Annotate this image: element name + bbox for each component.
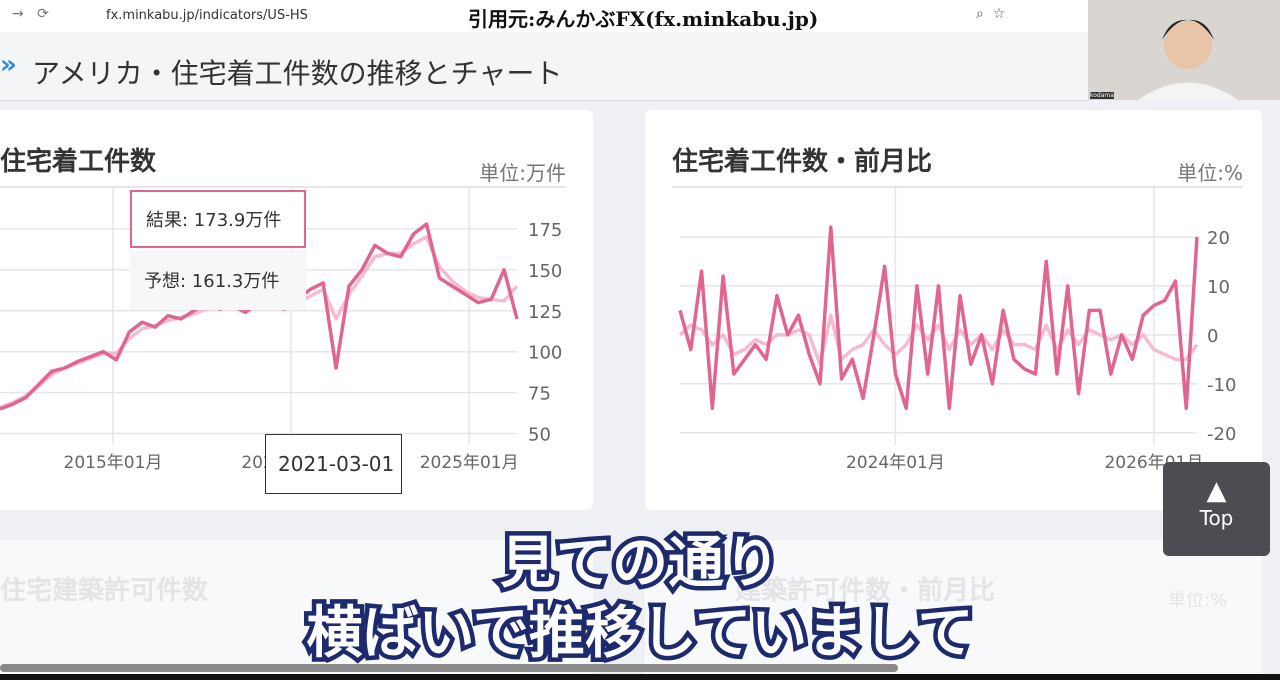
heading: アメリカ・住宅着工件数の推移とチャート	[32, 57, 563, 90]
y-tick-label: 175	[528, 220, 562, 241]
heading-icon: »	[0, 50, 17, 80]
tooltip-forecast: 予想: 161.3万件	[130, 250, 306, 310]
x-tick-label: 2015年01月	[64, 453, 163, 473]
faded-card	[645, 540, 1262, 680]
y-tick-label: -20	[1207, 424, 1236, 445]
series-line	[678, 225, 1199, 411]
tooltip-date: 2021-03-01	[265, 434, 402, 494]
x-tick-label: 2024年01月	[846, 453, 945, 473]
bottom-strip	[0, 674, 1280, 680]
webcam-person	[1138, 19, 1238, 100]
subtitle: 横ばいで推移していまして	[302, 597, 978, 671]
nav-icons: → ⟳	[12, 6, 49, 22]
unit-label: 単位:%	[1177, 161, 1243, 185]
url[interactable]: fx.minkabu.jp/indicators/US-HS	[106, 8, 308, 23]
y-tick-label: 125	[528, 302, 562, 323]
scrollbar[interactable]	[0, 664, 898, 672]
browser-bar: → ⟳ fx.minkabu.jp/indicators/US-HS 引用元:み…	[0, 0, 1088, 32]
heading-area: » アメリカ・住宅着工件数の推移とチャート	[0, 32, 1088, 101]
y-tick-label: -10	[1207, 375, 1236, 396]
faded-card	[0, 540, 593, 680]
faded-unit: 単位:%	[1168, 590, 1228, 611]
y-tick-label: 10	[1207, 277, 1230, 298]
y-tick-label: 75	[528, 384, 551, 405]
source-note: 引用元:みんかぶFX(fx.minkabu.jp)	[468, 7, 819, 31]
y-tick-label: 50	[528, 425, 551, 446]
x-tick-label: 2025年01月	[420, 453, 519, 473]
webcam-label: kodama	[1090, 92, 1114, 99]
toolbar-icons[interactable]: ⌕ ☆	[976, 6, 1006, 22]
faded-title: 住宅建築許可件数	[0, 576, 209, 606]
top-arrow: ▲	[1206, 476, 1227, 506]
chart-title: 住宅着工件数	[0, 146, 157, 177]
y-tick-label: 0	[1207, 326, 1218, 347]
unit-label: 単位:万件	[479, 161, 566, 185]
chart-card	[645, 110, 1262, 510]
chart-title: 住宅着工件数・前月比	[672, 146, 932, 177]
series-line	[678, 313, 1199, 366]
y-tick-label: 20	[1207, 228, 1230, 249]
y-tick-label: 150	[528, 261, 562, 282]
y-tick-label: 100	[528, 343, 562, 364]
top-label: Top	[1199, 506, 1234, 530]
top-button[interactable]: ▲ Top	[1163, 462, 1270, 556]
faded-title: 建築許可件数・前月比	[735, 576, 996, 606]
webcam: kodama	[1088, 0, 1280, 100]
subtitle: 見ての通り	[496, 527, 785, 601]
tooltip-result: 結果: 173.9万件	[130, 190, 306, 248]
